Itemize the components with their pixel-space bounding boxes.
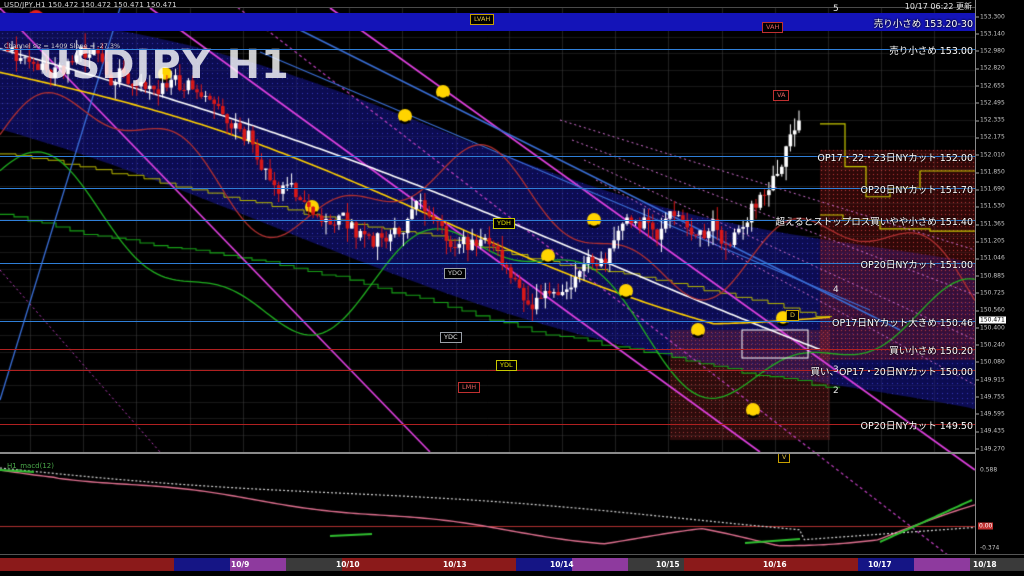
price-tick: 149.915: [976, 376, 1005, 384]
time-axis-cell: [400, 558, 458, 571]
price-tick: 152.495: [976, 99, 1005, 107]
level-tag-d[interactable]: D: [786, 310, 800, 321]
symbol-info-label: USD/JPY,H1 150.472 150.472 150.471 150.4…: [4, 1, 177, 9]
time-axis-cell: [0, 558, 58, 571]
price-tick: 151.530: [976, 202, 1005, 210]
time-axis-label: 10/9: [231, 560, 250, 569]
price-tick: 152.010: [976, 151, 1005, 159]
price-level-line: [0, 321, 975, 323]
price-level-line: [0, 424, 975, 426]
time-axis-label: 10/18: [973, 560, 997, 569]
time-axis-label: 10/15: [656, 560, 680, 569]
level-tag-lmh[interactable]: LMH: [458, 382, 481, 393]
time-axis-cell: [800, 558, 858, 571]
level-tag-va[interactable]: VA: [773, 90, 790, 101]
macd-scale-bottom: -0.374: [980, 544, 1000, 552]
price-annotation: 超えるとストップロス買いやや小さめ 151.40: [775, 217, 973, 229]
time-axis-label: 10/17: [868, 560, 892, 569]
price-tick: 150.560: [976, 306, 1005, 314]
time-axis-cell: [230, 558, 286, 571]
price-level-line: [0, 188, 975, 190]
level-tag-lvah[interactable]: LVAH: [470, 14, 495, 25]
price-tick: 152.980: [976, 47, 1005, 55]
level-tag-ydo[interactable]: YDO: [444, 268, 467, 279]
corner-number-5: 5: [833, 4, 839, 14]
price-tick: 153.300: [976, 13, 1005, 21]
price-tick: 153.140: [976, 30, 1005, 38]
corner-number-2: 2: [833, 386, 839, 396]
price-tick: 151.046: [976, 254, 1005, 262]
price-level-line: [0, 370, 975, 372]
time-axis-label: 10/13: [443, 560, 467, 569]
channel-info-label: Channel siz = 1409 Slope = -27.3%: [4, 42, 121, 50]
time-axis-label: 10/14: [550, 560, 574, 569]
time-axis-cell: [970, 558, 1024, 571]
time-axis-cell: [628, 558, 684, 571]
level-tag-vah[interactable]: VAH: [762, 22, 784, 33]
time-axis-cell: [286, 558, 342, 571]
macd-scale-zero: 0.00: [978, 522, 994, 530]
price-tick: 149.270: [976, 445, 1005, 453]
price-annotation: 買い、OP17・20日NYカット 150.00: [810, 367, 973, 379]
time-axis-cell: [458, 558, 516, 571]
price-level-line: [0, 349, 975, 351]
price-annotation: 買い小さめ 150.20: [889, 346, 973, 358]
level-tag-ydh[interactable]: YDH: [493, 218, 515, 229]
price-annotation: OP20日NYカット 151.70: [860, 185, 973, 197]
level-tag-ydl[interactable]: YDL: [496, 360, 517, 371]
price-annotation: 売り小さめ 153.00: [889, 45, 973, 57]
price-tick: 150.240: [976, 341, 1005, 349]
price-tick: 151.850: [976, 168, 1005, 176]
price-level-line: [0, 220, 975, 222]
price-tick: 149.595: [976, 410, 1005, 418]
time-axis[interactable]: 10/910/1010/1310/1410/1510/1610/1710/181…: [0, 554, 1024, 576]
update-timestamp: 10/17 06:22 更新: [904, 2, 972, 11]
time-axis-cell: [116, 558, 174, 571]
price-tick: 150.080: [976, 358, 1005, 366]
macd-scale-top: 0.588: [980, 466, 998, 474]
time-axis-cell: [858, 558, 914, 571]
price-annotation: OP20日NYカット 151.00: [860, 260, 973, 272]
price-tick: 152.335: [976, 116, 1005, 124]
price-annotation: OP17日NYカット大きめ 150.46: [832, 318, 973, 330]
current-price-tag: 150.471: [978, 315, 1007, 325]
price-annotation: OP20日NYカット 149.50: [860, 421, 973, 433]
price-level-line: [0, 156, 975, 157]
time-axis-label: 10/10: [336, 560, 360, 569]
time-axis-cell: [742, 558, 800, 571]
price-tick: 149.755: [976, 393, 1005, 401]
corner-number-3: 3: [833, 365, 839, 375]
price-annotation: OP17・22・23日NYカット 152.00: [817, 153, 973, 164]
price-tick: 151.205: [976, 237, 1005, 245]
window-top-border: [0, 0, 1024, 8]
macd-indicator-label: H1_macd(12): [7, 462, 54, 470]
price-tick: 152.655: [976, 82, 1005, 90]
price-tick: 149.435: [976, 427, 1005, 435]
time-axis-cell: [572, 558, 628, 571]
price-axis[interactable]: 153.300 153.140 152.980 152.820 152.655 152.4…: [975, 0, 1024, 570]
price-tick: 151.365: [976, 220, 1005, 228]
price-tick: 150.725: [976, 289, 1005, 297]
time-axis-cell: [516, 558, 572, 571]
level-tag-ydc[interactable]: YDC: [440, 332, 462, 343]
subwindow-divider: [0, 452, 975, 454]
corner-number-4: 4: [833, 285, 839, 295]
time-axis-label: 10/16: [763, 560, 787, 569]
price-tick: 152.175: [976, 133, 1005, 141]
time-axis-cell: [914, 558, 970, 571]
price-tick: 150.885: [976, 272, 1005, 280]
price-tick: 151.690: [976, 185, 1005, 193]
time-axis-cell: [342, 558, 400, 571]
price-level-line: [0, 48, 975, 50]
price-tick: 152.820: [976, 64, 1005, 72]
time-axis-cell: [58, 558, 116, 571]
time-axis-cell: [684, 558, 742, 571]
price-level-line: [0, 263, 975, 265]
time-axis-cell: [174, 558, 230, 571]
price-tick: 150.400: [976, 324, 1005, 332]
price-annotation: 売り小さめ 153.20-30: [873, 18, 973, 30]
